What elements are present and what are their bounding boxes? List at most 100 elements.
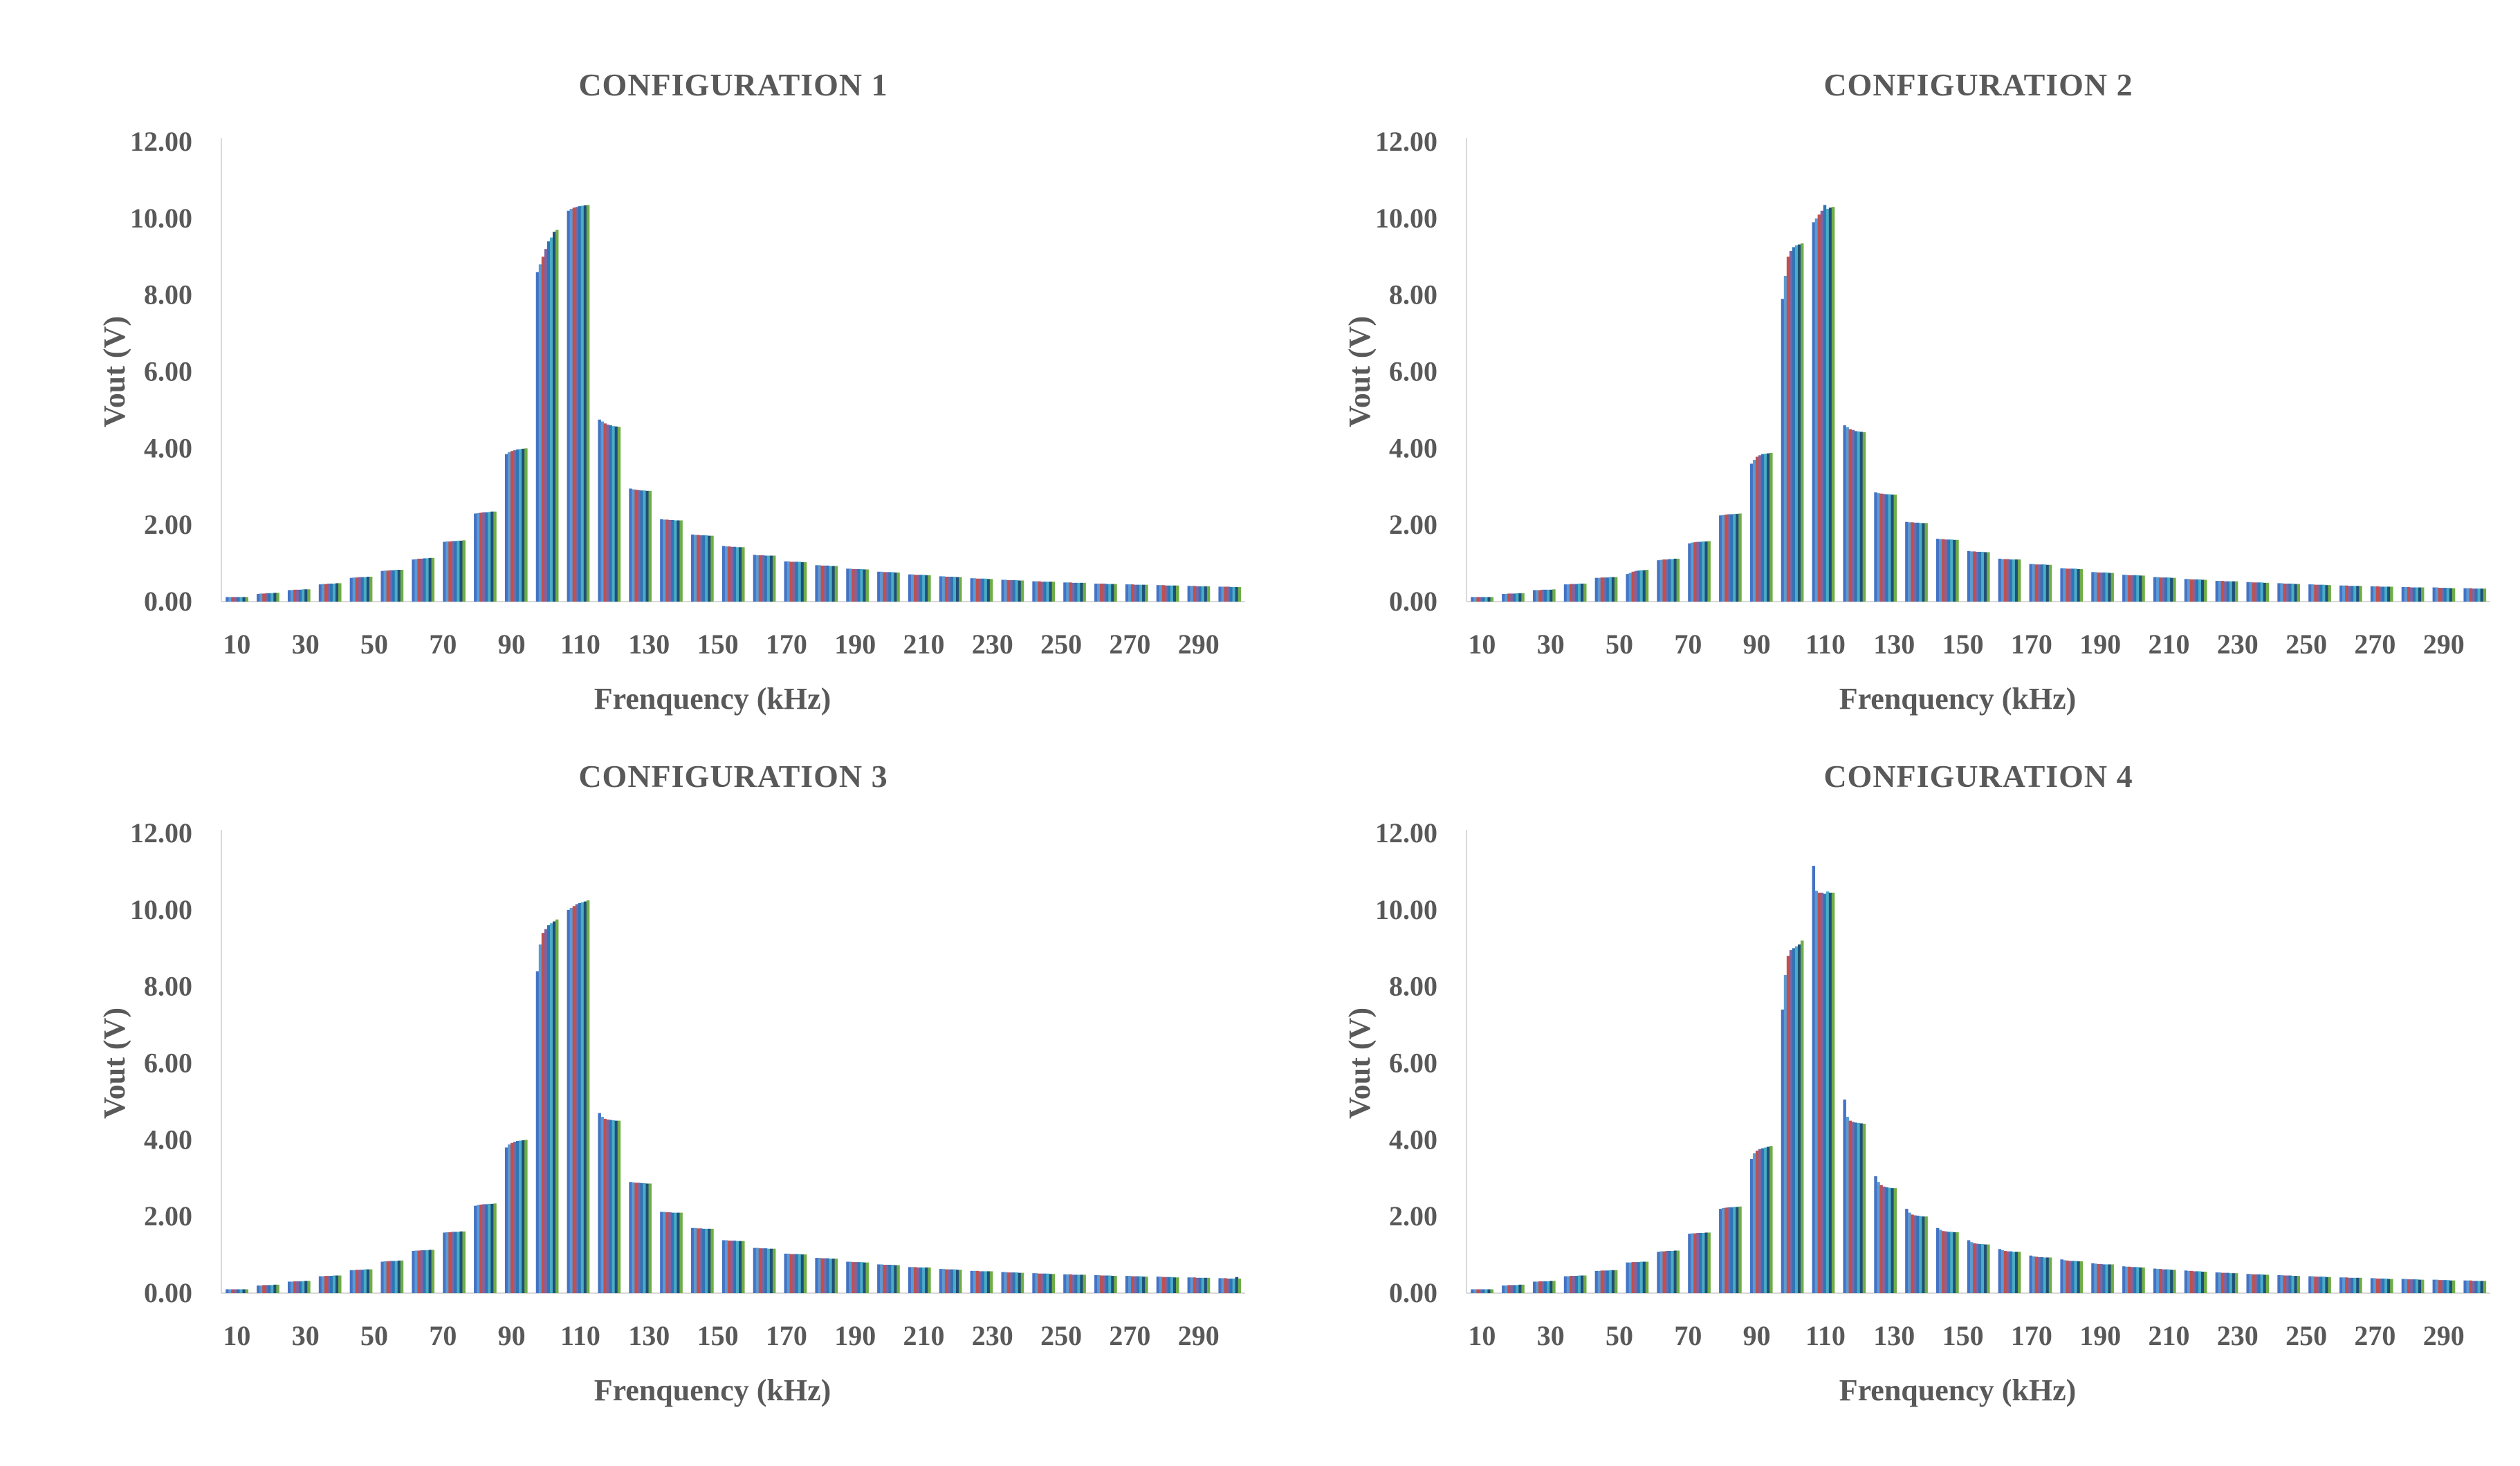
bar [1969,1242,1974,1293]
chart-title: CONFIGURATION 3 [578,759,887,794]
bar [1164,1277,1168,1293]
bar [702,1228,706,1293]
bar [679,1212,683,1294]
bar-group [2122,1266,2145,1293]
bar [394,1261,398,1293]
bar [1170,585,1174,602]
bar [792,1254,796,1293]
bar [1518,593,1522,602]
bar [273,593,277,602]
bar [1626,1262,1629,1293]
x-tick-label: 210 [903,629,945,660]
bar [1128,1276,1132,1293]
bar [307,1281,311,1293]
bar [660,1212,663,1293]
bar [1224,586,1227,602]
bar [772,555,776,602]
bar [2006,1251,2010,1293]
bar [1072,1274,1075,1293]
bar [1190,586,1194,602]
bar [629,488,632,602]
bar [910,1267,914,1293]
bar [1049,1274,1052,1293]
bar [1877,1182,1880,1293]
bar [1786,257,1790,602]
x-tick-label: 110 [560,1320,600,1351]
bar [2110,573,2114,602]
bar [507,452,511,602]
bar [1936,1227,1940,1293]
bar [947,576,951,602]
bar [2480,588,2484,602]
bar [1487,1289,1491,1293]
bar [2162,577,2165,602]
bar [2223,581,2227,602]
bar [2401,586,2405,602]
bar [1606,1270,1610,1293]
bar [462,540,466,602]
bar [1628,1262,1632,1293]
bar [1668,559,1671,602]
bar [586,205,590,602]
bar [1752,459,1756,602]
chart-svg: CONFIGURATION 1 0.00 2.00 4.00 6.00 8.00 10.00… [98,67,1245,716]
bar [420,558,423,602]
bar-group [660,519,683,602]
bar [787,1253,791,1293]
y-tick-label: 8.00 [144,279,192,310]
bar [1668,1251,1671,1293]
bar [1172,1277,1177,1293]
bar [1035,581,1038,602]
bar-group [1998,1249,2021,1293]
bar [637,1182,641,1293]
bar [1051,1274,1056,1293]
bar [2359,1277,2362,1293]
bar [1831,892,1835,1293]
bar [1046,582,1049,602]
bar [1797,944,1801,1293]
bar [815,1258,818,1293]
bar [1218,586,1222,602]
bar [318,584,322,602]
bar [2122,575,2126,602]
bar [488,512,491,602]
bar [445,1232,449,1293]
y-tick-label: 4.00 [1389,432,1437,463]
bar [389,1261,393,1293]
bar [1072,582,1075,602]
bar [2317,584,2320,602]
bar-group [1594,577,1618,602]
bar [2229,581,2233,602]
bar [2432,587,2436,602]
bar [1175,1277,1179,1293]
bar [2060,568,2063,602]
x-tick-label: 110 [1805,629,1846,660]
bar [1767,1147,1770,1293]
bar [1614,1270,1618,1293]
bar-group [2463,1280,2487,1293]
bar [1639,570,1644,602]
bar [2265,1274,2270,1293]
bar-group [2370,586,2393,602]
bar [975,578,980,602]
bar [1769,1146,1773,1293]
bar [1510,1285,1514,1293]
bar-group [1502,1284,1525,1293]
bar [2375,586,2380,602]
bar [2477,588,2481,602]
bar [299,589,302,602]
bar [228,597,232,602]
y-tick-label: 0.00 [1389,1277,1437,1308]
bar [795,562,799,602]
bar [894,1265,897,1293]
bar [257,1285,260,1293]
bar [2125,575,2128,602]
bar [956,577,959,602]
bar [2215,581,2219,602]
x-axis-label: Frenquency (kHz) [594,682,831,716]
bar [2317,1277,2320,1293]
bar [925,1267,928,1293]
bar-group [970,578,993,602]
bar [1874,1176,1877,1293]
bar-group [1187,586,1211,602]
